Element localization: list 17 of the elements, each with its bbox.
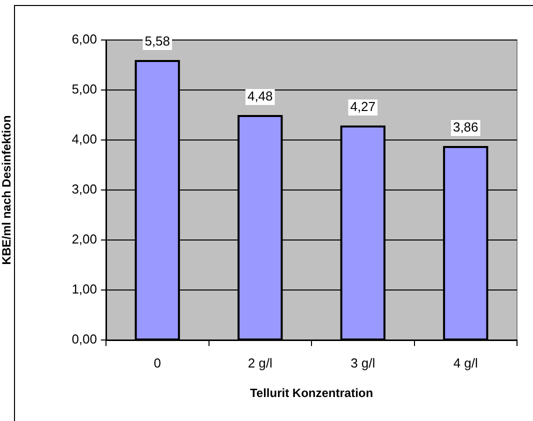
data-label: 5,58: [144, 34, 170, 49]
data-label: 3,86: [452, 120, 478, 135]
x-axis-title: Tellurit Konzentration: [250, 386, 374, 400]
data-label: 4,27: [350, 99, 376, 114]
y-tick-label: 5,00: [72, 82, 97, 97]
x-tick-label: 2 g/l: [248, 355, 273, 370]
x-tick-label: 4 g/l: [453, 355, 478, 370]
y-tick-label: 2,00: [72, 232, 97, 247]
x-tick-label: 3 g/l: [350, 355, 376, 370]
y-axis-title: KBE/ml nach Desinfektion: [0, 115, 14, 265]
y-tick-label: 6,00: [72, 32, 97, 47]
x-tick-label: 0: [154, 355, 161, 370]
y-tick-label: 4,00: [72, 132, 97, 147]
y-tick-label: 1,00: [72, 282, 97, 297]
y-tick-label: 0,00: [72, 332, 97, 347]
data-label: 4,48: [247, 88, 273, 104]
y-tick-label: 3,00: [72, 182, 97, 197]
